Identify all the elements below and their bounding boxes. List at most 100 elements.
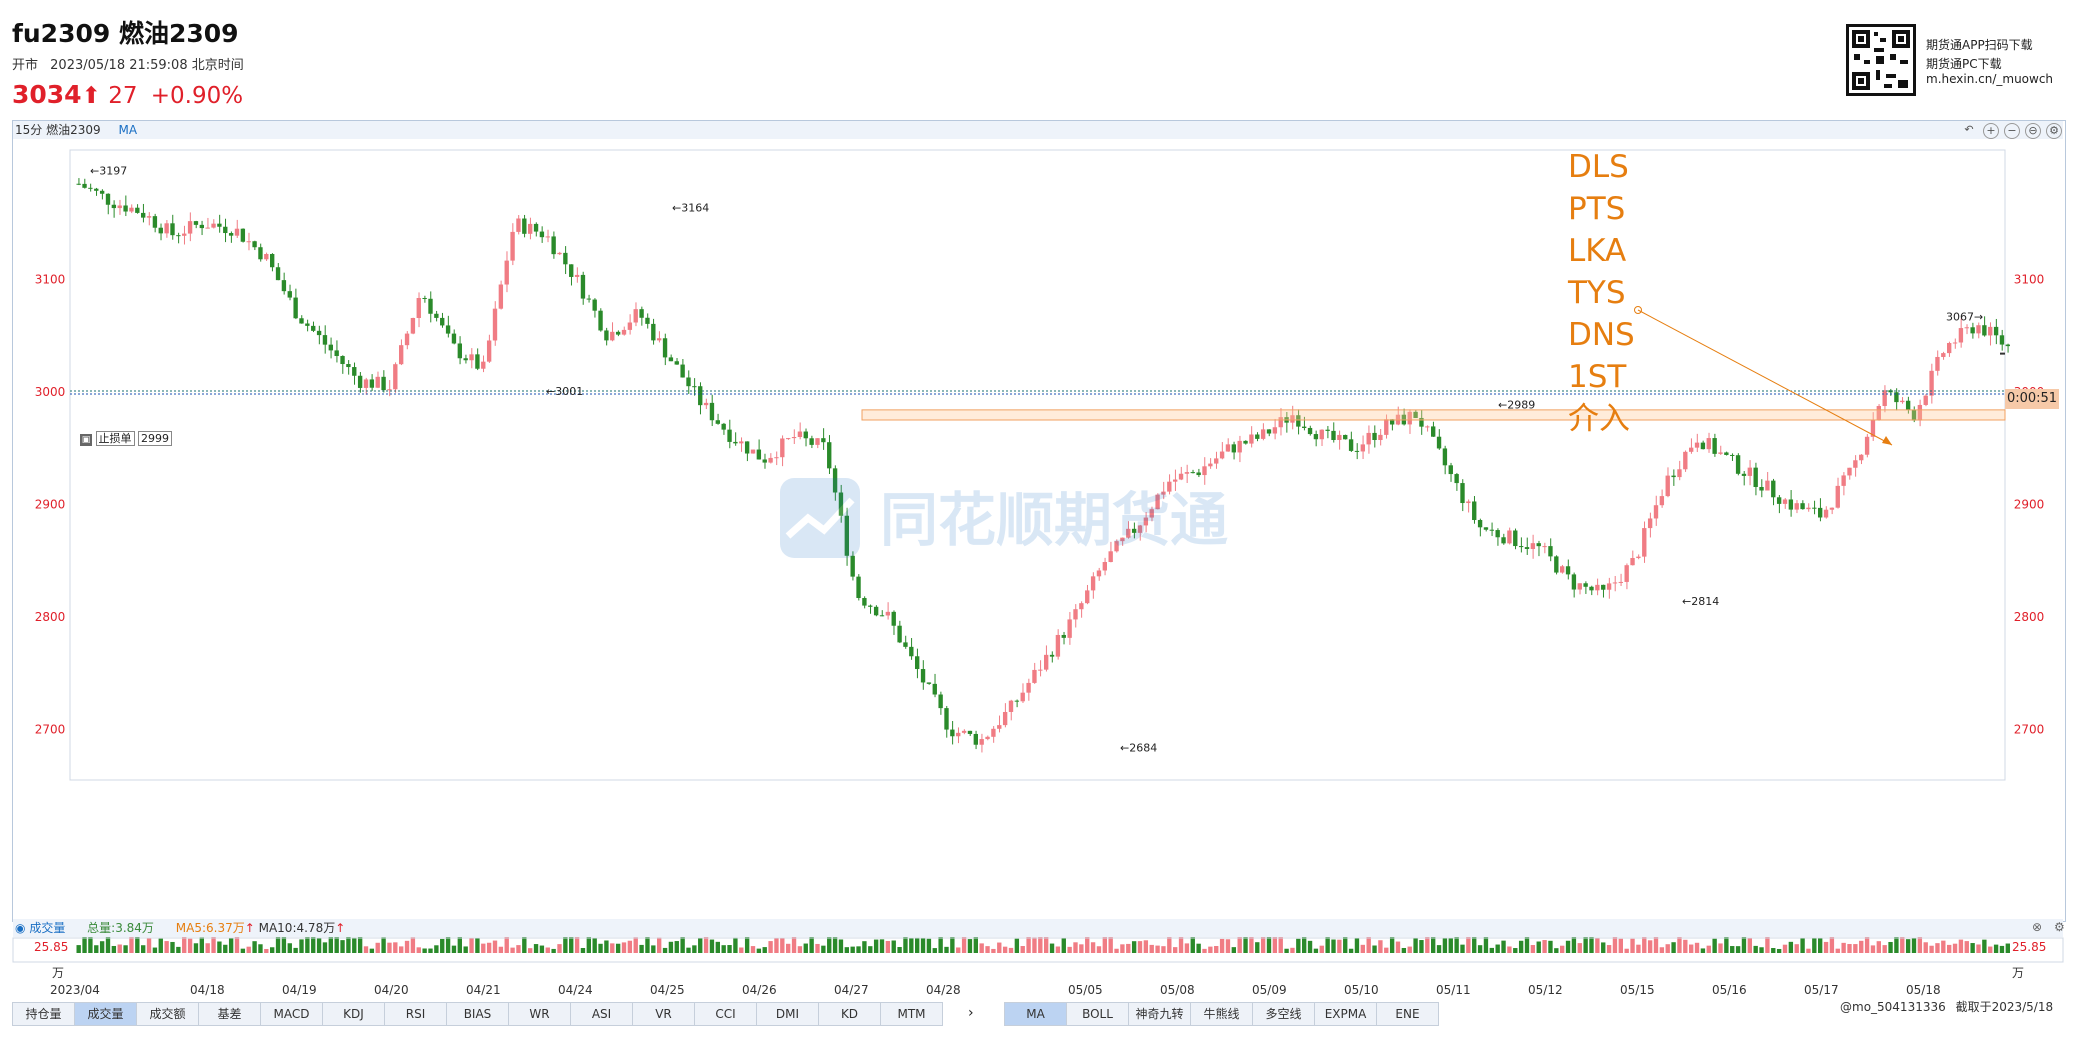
candle-body <box>563 252 568 265</box>
volume-bar <box>1683 939 1688 953</box>
zoom-in-icon[interactable]: + <box>1983 123 1999 139</box>
stop-loss-order[interactable]: ▣ 止损单 2999 <box>80 430 172 446</box>
volume-bar <box>1395 941 1401 953</box>
volume-bar <box>938 934 943 953</box>
candle-body <box>1002 711 1008 726</box>
volume-bar <box>1348 948 1354 953</box>
volume-bar <box>1319 945 1324 953</box>
chart-indicator[interactable]: MA <box>118 123 138 137</box>
fit-icon[interactable]: ⊖ <box>2025 123 2041 139</box>
settings-icon[interactable]: ⚙ <box>2046 123 2062 139</box>
volume-bar <box>586 933 591 953</box>
candle-body <box>1243 440 1248 444</box>
volume-bar <box>1126 943 1131 953</box>
volume-bar <box>1548 940 1553 953</box>
y-tick-label-right: 2900 <box>2014 497 2045 511</box>
candle-body <box>1155 494 1160 510</box>
chart-period[interactable]: 15分 <box>15 123 43 137</box>
zoom-out-icon[interactable]: − <box>2004 123 2020 139</box>
candle-body <box>1624 565 1629 582</box>
tab-ENE[interactable]: ENE <box>1376 1002 1439 1026</box>
collapse-icon[interactable]: ◉ <box>15 921 26 935</box>
volume-bar <box>1536 941 1541 953</box>
volume-bar <box>369 948 375 953</box>
tab-成交额[interactable]: 成交额 <box>136 1002 198 1026</box>
tab-CCI[interactable]: CCI <box>694 1002 756 1026</box>
volume-bar <box>991 948 996 953</box>
tab-多空线[interactable]: 多空线 <box>1252 1002 1314 1026</box>
volume-header: ◉ 成交量 总量:3.84万 MA5:6.37万↑ MA10:4.78万↑ <box>13 919 2063 937</box>
candle-body <box>821 438 826 443</box>
volume-title[interactable]: 成交量 <box>29 921 66 935</box>
candle-body <box>1606 583 1612 590</box>
volume-bar <box>967 939 973 953</box>
tab-WR[interactable]: WR <box>508 1002 570 1026</box>
candle-body <box>1302 426 1307 428</box>
candle-body <box>352 367 357 376</box>
volume-bar <box>1636 944 1641 953</box>
candle-body <box>270 254 275 268</box>
close-icon[interactable]: ⊗ <box>2032 920 2043 934</box>
undo-icon[interactable]: ↶ <box>1964 123 1974 136</box>
candle-body <box>94 188 99 191</box>
tab-牛熊线[interactable]: 牛熊线 <box>1190 1002 1252 1026</box>
tab-EXPMA[interactable]: EXPMA <box>1314 1002 1376 1026</box>
volume-bar <box>1970 943 1975 953</box>
tab-MTM[interactable]: MTM <box>880 1002 943 1026</box>
candlestick-chart[interactable]: 3100310030003000290029002800280027002700… <box>12 120 2064 1050</box>
volume-bar <box>187 938 193 953</box>
candle-body <box>674 361 679 365</box>
volume-bar <box>1296 938 1301 953</box>
settings-icon[interactable]: ⚙ <box>2054 920 2065 934</box>
tab-BOLL[interactable]: BOLL <box>1066 1002 1128 1026</box>
tab-KD[interactable]: KD <box>818 1002 880 1026</box>
candle-body <box>692 386 697 388</box>
candle-body <box>991 728 996 737</box>
tab-ASI[interactable]: ASI <box>570 1002 632 1026</box>
volume-bar <box>1495 944 1500 953</box>
tab-KDJ[interactable]: KDJ <box>322 1002 384 1026</box>
tab-DMI[interactable]: DMI <box>756 1002 818 1026</box>
tab-基差[interactable]: 基差 <box>198 1002 260 1026</box>
tab-MA[interactable]: MA <box>1004 1002 1066 1026</box>
tab-MACD[interactable]: MACD <box>260 1002 322 1026</box>
volume-bar <box>750 946 756 953</box>
tab-持仓量[interactable]: 持仓量 <box>12 1002 74 1026</box>
volume-bar <box>1900 933 1905 953</box>
volume-bar <box>1841 942 1846 953</box>
candle-body <box>311 325 316 331</box>
candle-body <box>926 682 932 684</box>
candle-body <box>610 331 615 341</box>
candle-body <box>1694 442 1700 448</box>
candle-body <box>1219 451 1225 459</box>
volume-bar <box>1108 935 1113 953</box>
candle-body <box>1753 467 1758 488</box>
volume-bar <box>1776 948 1782 953</box>
volume-bar <box>856 946 861 953</box>
tab-成交量[interactable]: 成交量 <box>74 1002 136 1026</box>
tab-神奇九转[interactable]: 神奇九转 <box>1128 1002 1190 1026</box>
candle-body <box>334 350 339 357</box>
tab-VR[interactable]: VR <box>632 1002 694 1026</box>
qr-text-url[interactable]: m.hexin.cn/_muowch <box>1926 72 2054 86</box>
candle-body <box>997 725 1002 729</box>
candle-body <box>1114 541 1119 552</box>
volume-bar <box>1225 939 1231 953</box>
volume-bar <box>844 947 849 953</box>
candle-body <box>1044 654 1049 670</box>
volume-bar <box>1724 934 1729 953</box>
chevron-right-icon[interactable]: › <box>968 1005 974 1021</box>
tab-RSI[interactable]: RSI <box>384 1002 446 1026</box>
tab-BIAS[interactable]: BIAS <box>446 1002 508 1026</box>
volume-bar <box>1565 940 1571 953</box>
volume-bar <box>1947 944 1952 953</box>
volume-bar <box>1911 938 1917 953</box>
candle-body <box>428 298 433 314</box>
volume-bar <box>381 937 386 953</box>
volume-bar <box>1741 933 1747 953</box>
volume-bar <box>879 939 885 953</box>
candle-body <box>1477 520 1483 528</box>
candle-body <box>445 325 451 334</box>
volume-bar <box>223 944 228 953</box>
volume-bar <box>111 945 117 953</box>
